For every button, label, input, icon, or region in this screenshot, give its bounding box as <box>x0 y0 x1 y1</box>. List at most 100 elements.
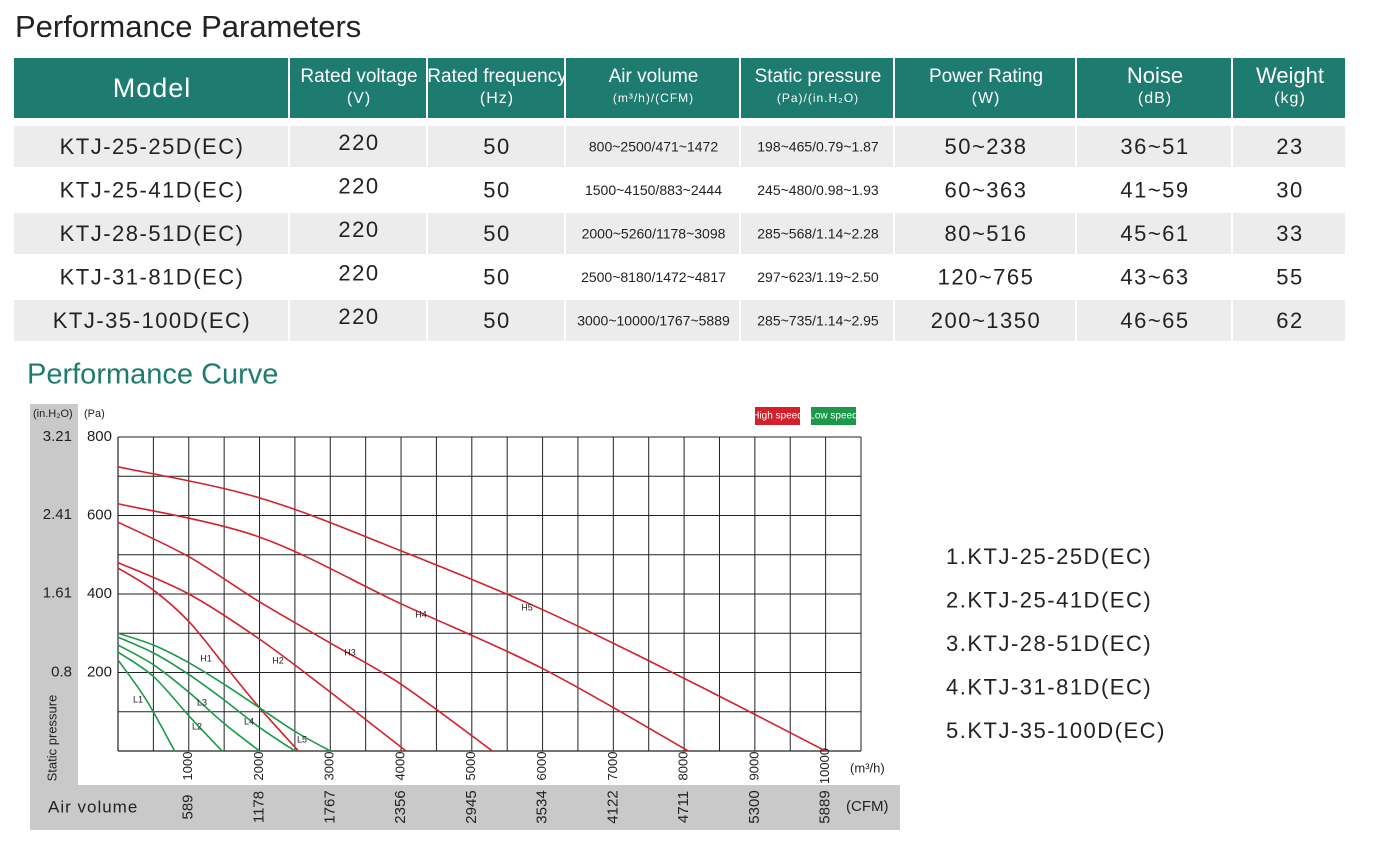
x2-tick-label: 4122 <box>604 790 621 823</box>
header-cell <box>1077 58 1231 118</box>
table-cell <box>14 169 288 211</box>
x2-tick-label: 589 <box>180 794 197 819</box>
header-name: Weight <box>1256 63 1324 88</box>
cell-text: 62 <box>1276 308 1303 333</box>
table-cell <box>14 126 288 167</box>
model-list-item: 1.KTJ-25-25D(EC) <box>946 544 1152 569</box>
curve <box>117 466 826 752</box>
curve-label: H3 <box>344 647 356 657</box>
x2-tick-label: 3534 <box>534 790 551 823</box>
header-cell <box>428 58 564 118</box>
cell-text: 198~465/0.79~1.87 <box>757 139 879 155</box>
curve-label: H4 <box>415 609 427 619</box>
y-unit: (Pa) <box>84 408 105 420</box>
curve-label: H1 <box>200 653 212 663</box>
table-cell <box>14 256 288 298</box>
table-cell <box>566 300 739 341</box>
x-tick-label: 5000 <box>463 752 478 781</box>
x-tick-label: 9000 <box>746 752 761 781</box>
x2-tick-label: 4711 <box>675 791 692 823</box>
x2-tick-label: 1178 <box>251 791 268 823</box>
model-list-item: 3.KTJ-28-51D(EC) <box>946 631 1152 656</box>
header-name: Air volume <box>609 66 699 87</box>
y-axis-title: Static pressure <box>44 695 59 782</box>
table-cell <box>290 169 426 211</box>
table-cell <box>1077 126 1231 167</box>
table-cell <box>290 300 426 341</box>
model-list-item: 2.KTJ-25-41D(EC) <box>946 587 1152 612</box>
cell-text: 50 <box>483 134 510 159</box>
curve-label: L5 <box>297 734 307 744</box>
x-axis-title: Air volume <box>48 797 138 816</box>
model-list-item: 4.KTJ-31-81D(EC) <box>946 674 1152 699</box>
legend-badge <box>811 407 856 425</box>
cell-text: KTJ-25-41D(EC) <box>60 177 245 202</box>
cell-text: 45~61 <box>1120 221 1189 246</box>
table-cell <box>428 169 564 211</box>
y2-unit: (in.H₂O) <box>33 408 73 420</box>
cell-text: 50~238 <box>944 134 1027 159</box>
y2-tick-label: 1.61 <box>43 584 72 601</box>
cell-text: KTJ-35-100D(EC) <box>53 308 252 333</box>
curve <box>117 502 689 752</box>
x-axis-panel <box>30 785 900 830</box>
header-unit: (V) <box>347 90 371 107</box>
cell-text: 2000~5260/1178~3098 <box>582 226 726 242</box>
cell-text: 1500~4150/883~2444 <box>585 182 722 198</box>
curve-label: L1 <box>133 694 143 704</box>
curve <box>117 567 300 752</box>
table-cell <box>14 213 288 254</box>
cell-text: 23 <box>1276 134 1303 159</box>
header-unit: (kg) <box>1274 90 1306 107</box>
table-cell <box>428 300 564 341</box>
cell-text: 50 <box>483 308 510 333</box>
table-cell <box>741 300 893 341</box>
table-cell <box>566 256 739 298</box>
cell-text: KTJ-25-25D(EC) <box>60 134 245 159</box>
curve <box>117 636 296 752</box>
header-cell <box>895 58 1075 118</box>
legend-label: Low speed <box>809 411 857 422</box>
x2-tick-label: 2356 <box>392 790 409 823</box>
cell-text: 3000~10000/1767~5889 <box>577 313 730 329</box>
y-tick-label: 400 <box>87 585 112 602</box>
curve <box>117 651 223 752</box>
header-unit: (dB) <box>1138 90 1172 107</box>
header-cell <box>1233 58 1345 118</box>
x-tick-label: 10000 <box>817 748 832 784</box>
x-tick-label: 3000 <box>322 752 337 781</box>
y-tick-label: 600 <box>87 506 112 523</box>
y-axis-panel <box>30 404 78 830</box>
header-unit: (Hz) <box>480 90 514 107</box>
x-tick-label: 8000 <box>676 752 691 781</box>
cell-text: 285~735/1.14~2.95 <box>757 313 879 329</box>
cell-text: 220 <box>338 304 379 329</box>
table-cell <box>290 213 426 254</box>
cell-text: 220 <box>338 260 379 285</box>
table-cell <box>741 213 893 254</box>
cell-text: 120~765 <box>938 264 1035 289</box>
table-cell <box>741 126 893 167</box>
x-tick-label: 4000 <box>392 752 407 781</box>
legend-label: High speed <box>752 411 803 422</box>
table-cell <box>741 169 893 211</box>
x2-tick-label: 5300 <box>746 790 763 823</box>
cell-text: 285~568/1.14~2.28 <box>757 226 879 242</box>
curve-label: H5 <box>521 602 533 612</box>
cell-text: 30 <box>1276 177 1303 202</box>
table-cell <box>1233 300 1345 341</box>
header-unit: (m³/h)/(CFM) <box>613 91 694 105</box>
table-cell <box>428 256 564 298</box>
x2-unit: (CFM) <box>846 798 888 815</box>
curve-label: H2 <box>272 655 284 665</box>
cell-text: 297~623/1.19~2.50 <box>757 269 879 285</box>
x2-tick-label: 1767 <box>321 790 338 823</box>
table-cell <box>895 256 1075 298</box>
table-cell <box>895 213 1075 254</box>
cell-text: 220 <box>338 130 379 155</box>
x-tick-label: 6000 <box>534 752 549 781</box>
table-cell <box>566 213 739 254</box>
table-cell <box>1077 213 1231 254</box>
